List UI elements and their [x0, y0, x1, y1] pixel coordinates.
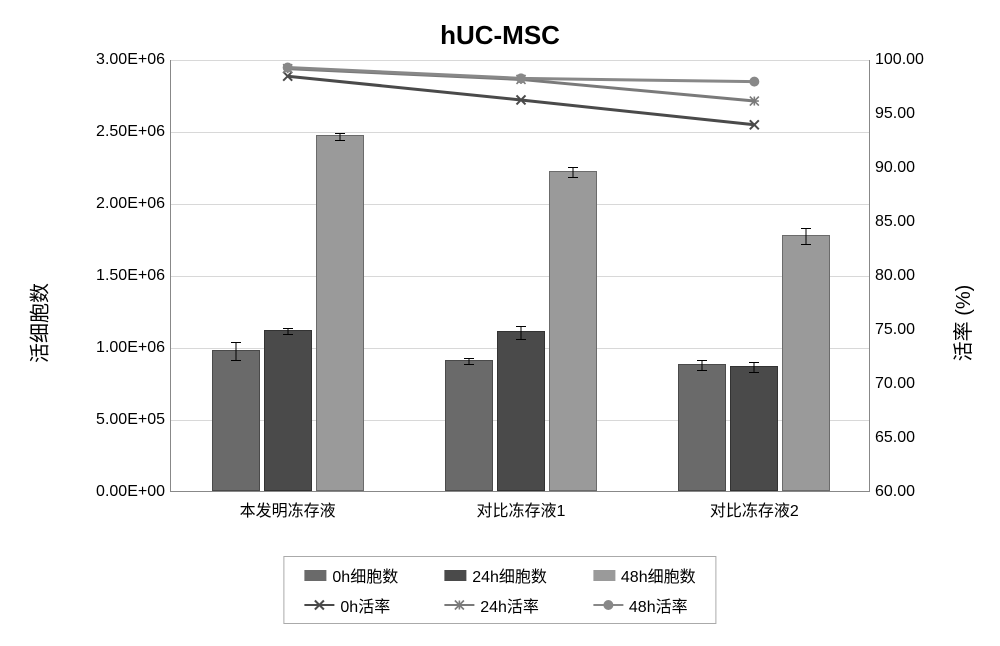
- gridline: [171, 276, 869, 277]
- error-cap: [568, 177, 578, 178]
- legend-swatch: [593, 570, 615, 581]
- chart-title: hUC-MSC: [20, 20, 980, 51]
- error-bar: [235, 342, 236, 359]
- error-cap: [231, 360, 241, 361]
- error-cap: [283, 328, 293, 329]
- legend-swatch: [444, 570, 466, 581]
- y2-tick-label: 95.00: [869, 105, 915, 123]
- legend-line-swatch: [444, 598, 474, 612]
- error-cap: [697, 360, 707, 361]
- marker: [603, 601, 612, 610]
- legend-line-swatch: [304, 598, 334, 612]
- gridline: [171, 132, 869, 133]
- legend-swatch: [304, 570, 326, 581]
- legend-item: 0h细胞数: [304, 563, 398, 587]
- error-bar: [806, 228, 807, 244]
- marker: [750, 97, 759, 106]
- legend-label: 0h细胞数: [332, 563, 398, 587]
- legend-label: 0h活率: [340, 593, 390, 617]
- y2-tick-label: 65.00: [869, 429, 915, 447]
- y1-tick-label: 3.00E+06: [96, 51, 171, 69]
- error-cap: [335, 140, 345, 141]
- marker: [455, 601, 464, 610]
- marker: [315, 601, 324, 610]
- error-cap: [464, 364, 474, 365]
- y2-tick-label: 100.00: [869, 51, 924, 69]
- error-bar: [521, 326, 522, 339]
- error-cap: [516, 326, 526, 327]
- y1-tick-label: 0.00E+00: [96, 483, 171, 501]
- y2-tick-label: 80.00: [869, 267, 915, 285]
- error-cap: [335, 133, 345, 134]
- marker: [750, 77, 759, 86]
- legend-item: 24h活率: [444, 593, 547, 617]
- y1-tick-label: 1.50E+06: [96, 267, 171, 285]
- chart-container: hUC-MSC 活细胞数 活率 (%) 0.00E+005.00E+051.00…: [20, 20, 980, 626]
- y1-axis-label: 活细胞数: [24, 283, 53, 363]
- error-cap: [801, 228, 811, 229]
- error-bar: [573, 167, 574, 177]
- error-cap: [801, 244, 811, 245]
- error-cap: [231, 342, 241, 343]
- bar: [497, 331, 545, 491]
- legend-label: 48h细胞数: [621, 563, 696, 587]
- x-category-label: 本发明冻存液: [240, 491, 336, 521]
- legend-label: 24h细胞数: [472, 563, 547, 587]
- error-cap: [464, 358, 474, 359]
- marker: [283, 63, 292, 72]
- legend-line-swatch: [593, 598, 623, 612]
- legend-item: 48h细胞数: [593, 563, 696, 587]
- marker: [517, 74, 526, 83]
- y2-tick-label: 85.00: [869, 213, 915, 231]
- legend-item: 24h细胞数: [444, 563, 547, 587]
- x-category-label: 对比冻存液1: [477, 491, 566, 521]
- bar: [264, 330, 312, 491]
- legend-label: 24h活率: [480, 593, 539, 617]
- gridline: [171, 60, 869, 61]
- legend-label: 48h活率: [629, 593, 688, 617]
- error-cap: [697, 370, 707, 371]
- error-bar: [702, 360, 703, 370]
- bar: [549, 171, 597, 491]
- error-cap: [749, 372, 759, 373]
- bar: [316, 135, 364, 491]
- bar: [678, 364, 726, 491]
- y2-tick-label: 70.00: [869, 375, 915, 393]
- plot-area: 0.00E+005.00E+051.00E+061.50E+062.00E+06…: [170, 60, 870, 492]
- y2-tick-label: 90.00: [869, 159, 915, 177]
- bar: [782, 235, 830, 491]
- bar: [730, 366, 778, 491]
- bar: [445, 360, 493, 491]
- gridline: [171, 204, 869, 205]
- x-category-label: 对比冻存液2: [710, 491, 799, 521]
- legend-item: 48h活率: [593, 593, 696, 617]
- error-cap: [568, 167, 578, 168]
- y1-tick-label: 5.00E+05: [96, 411, 171, 429]
- y2-tick-label: 75.00: [869, 321, 915, 339]
- error-bar: [754, 362, 755, 372]
- error-cap: [749, 362, 759, 363]
- legend-item: 0h活率: [304, 593, 398, 617]
- bar: [212, 350, 260, 491]
- y2-axis-label: 活率 (%): [948, 285, 977, 362]
- y1-tick-label: 1.00E+06: [96, 339, 171, 357]
- y1-tick-label: 2.50E+06: [96, 123, 171, 141]
- error-cap: [283, 334, 293, 335]
- y1-tick-label: 2.00E+06: [96, 195, 171, 213]
- error-cap: [516, 339, 526, 340]
- legend: 0h细胞数 24h细胞数 48h细胞数 0h活率 24h活率 48h活率: [283, 556, 716, 624]
- y2-tick-label: 60.00: [869, 483, 915, 501]
- error-bar: [339, 133, 340, 140]
